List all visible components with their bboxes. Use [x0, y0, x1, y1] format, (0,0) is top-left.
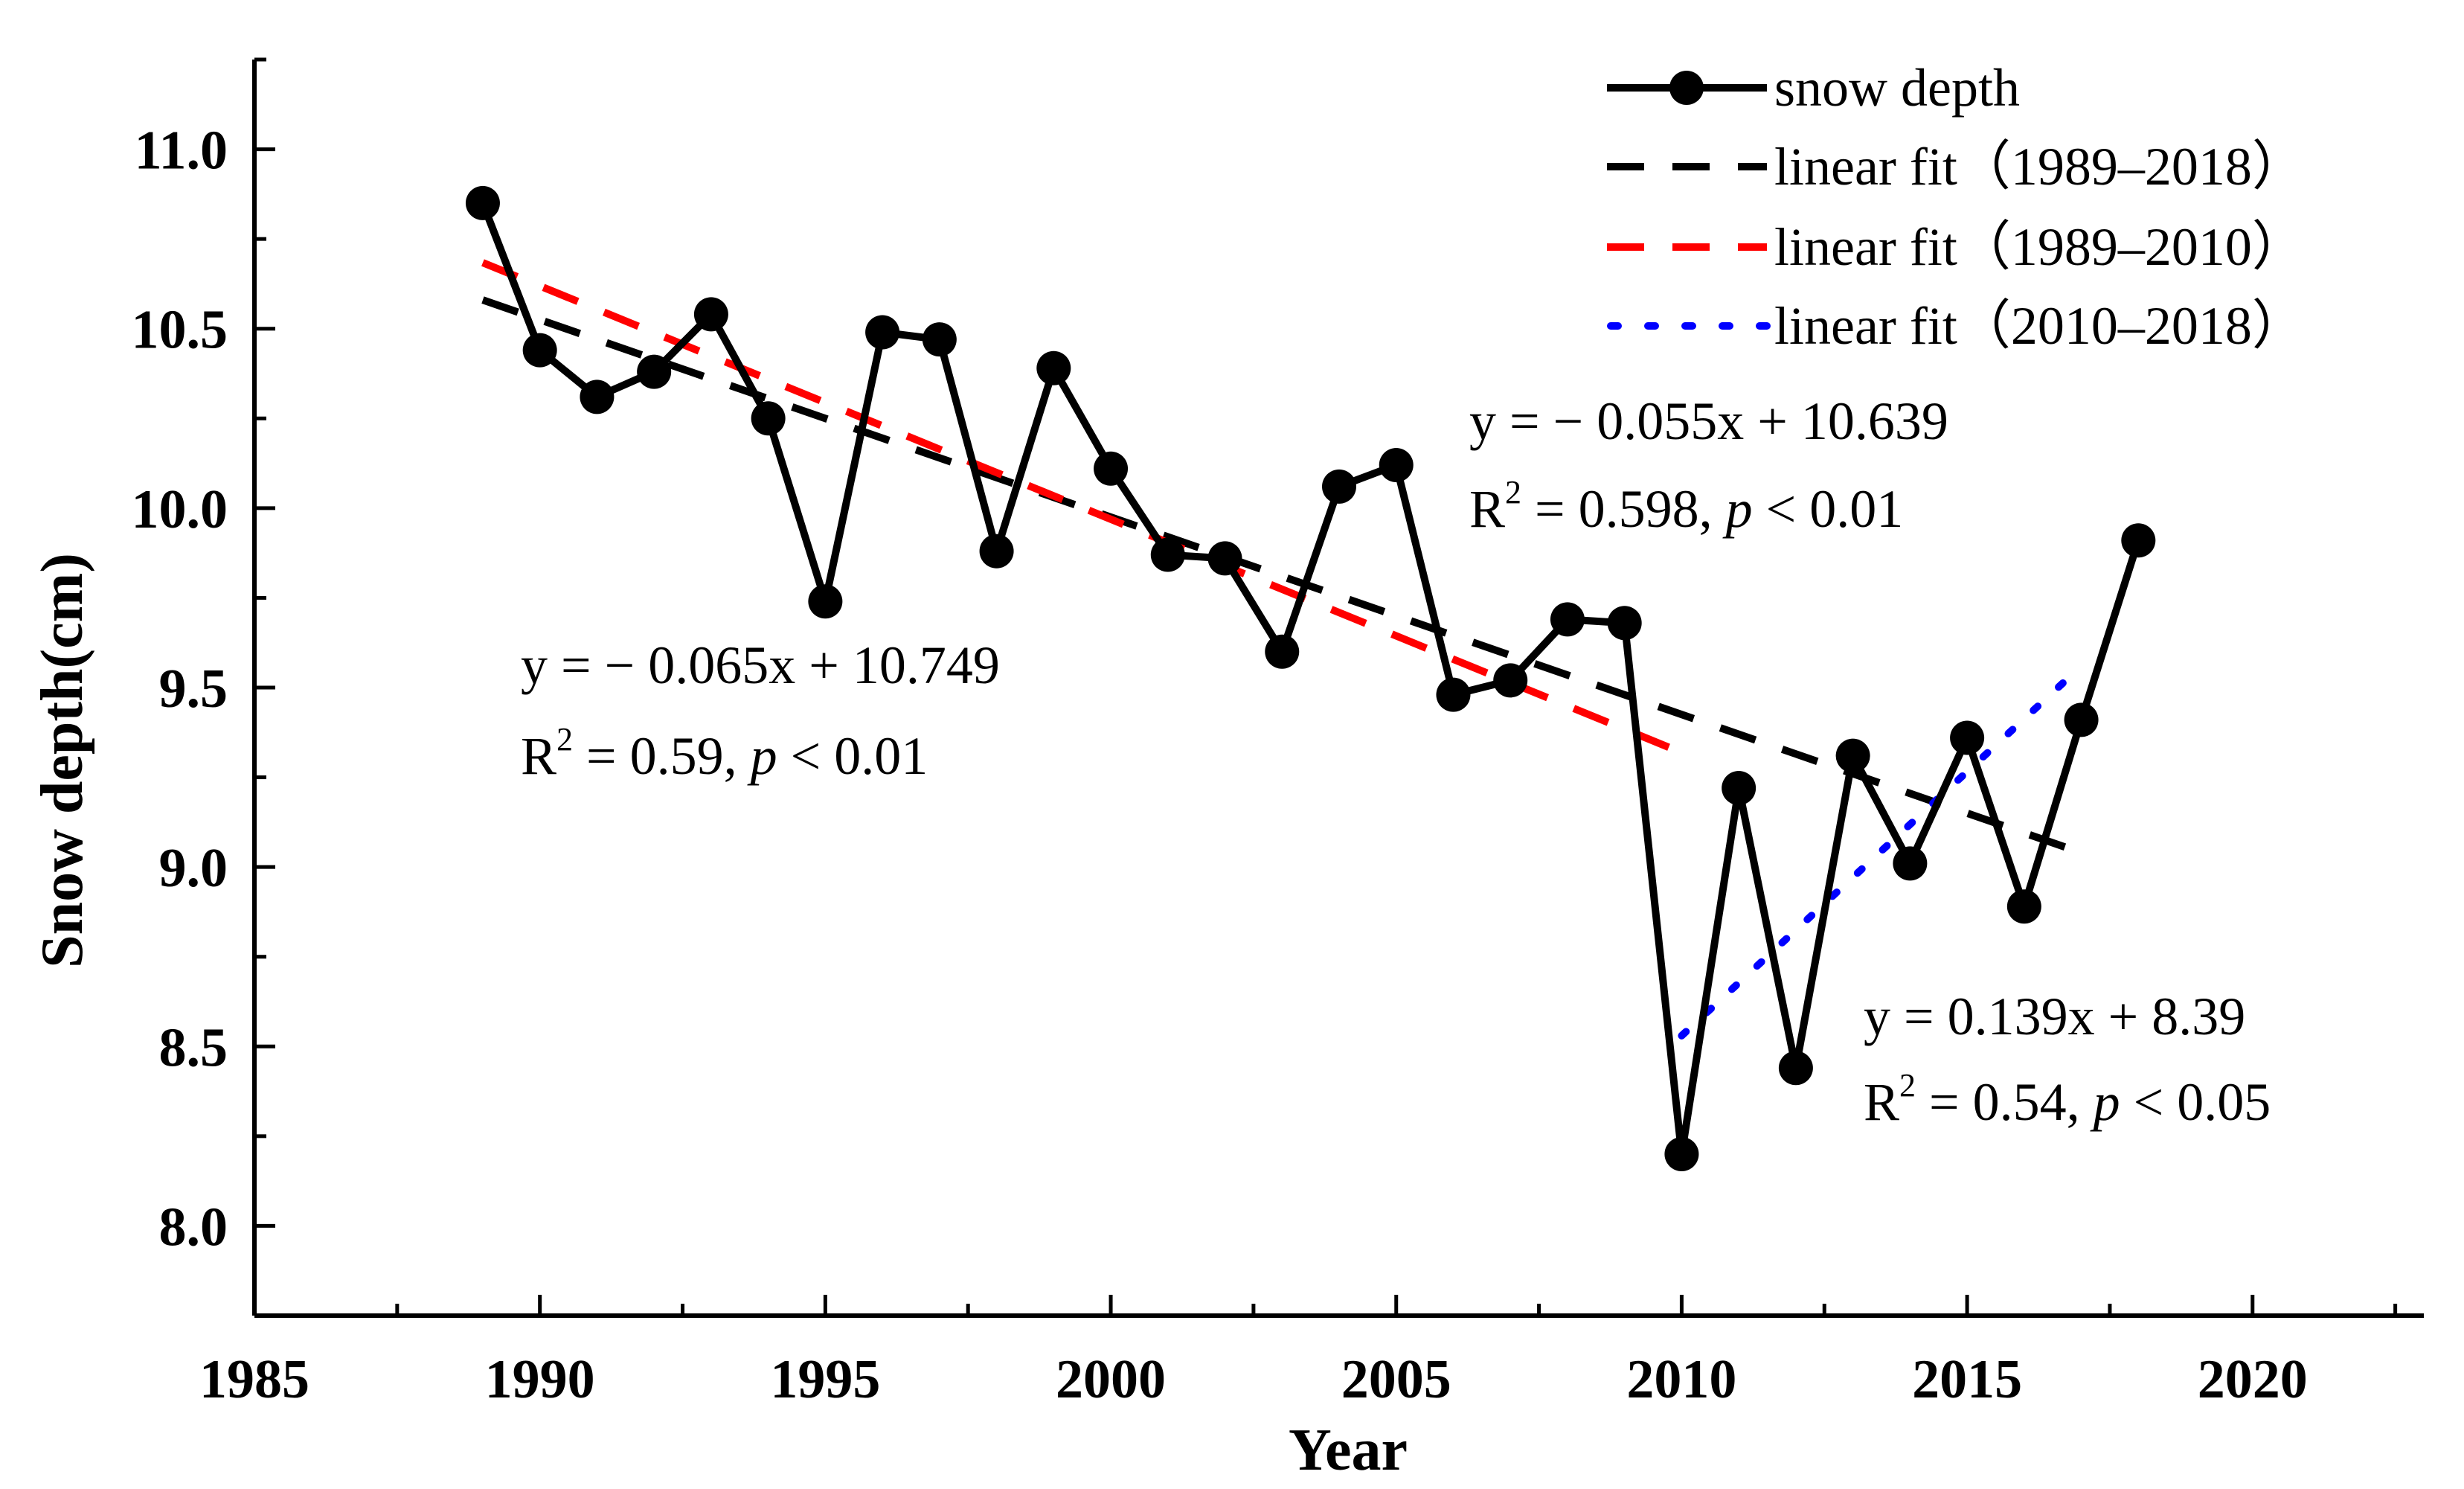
fit-line-2010-2018 — [1678, 662, 2085, 1040]
snow-depth-point — [1094, 451, 1129, 486]
snow-depth-point — [1664, 1136, 1699, 1171]
snow-depth-point — [1550, 602, 1585, 637]
annotation-fit-all: y = − 0.055x + 10.639 R2 = 0.598, p < 0.… — [1469, 391, 1948, 539]
annotation-stats-fit-all: R2 = 0.598, p < 0.01 — [1469, 474, 1903, 539]
y-axis-ticks: 8.0 8.5 9.0 9.5 10.0 10.5 11.0 — [132, 57, 275, 1318]
snow-depth-point — [1607, 606, 1642, 641]
x-tick-label: 2015 — [1912, 1349, 2022, 1410]
snow-depth-point — [1436, 677, 1471, 712]
snow-depth-line — [479, 202, 2143, 1155]
annotation-stats-fit-late: R2 = 0.54, p < 0.05 — [1864, 1067, 2271, 1132]
annotation-fit-late: y = 0.139x + 8.39 R2 = 0.54, p < 0.05 — [1864, 987, 2271, 1132]
y-tick-label: 10.5 — [132, 300, 228, 361]
legend-label-snow-depth: snow depth — [1774, 58, 2020, 118]
legend: snow depth linear fit（1989–2018） linear … — [1607, 58, 2306, 356]
snow-depth-point — [751, 401, 786, 436]
snow-depth-series — [465, 185, 2156, 1171]
legend-marker-snow-depth — [1669, 71, 1704, 105]
snow-depth-point — [808, 584, 843, 619]
annotation-equation-fit-all: y = − 0.055x + 10.639 — [1469, 391, 1948, 451]
y-tick-label: 8.0 — [159, 1197, 228, 1258]
x-axis-ticks: 1985 1990 1995 2000 2005 2010 2015 2020 — [199, 1295, 2398, 1410]
snow-depth-point — [1207, 541, 1242, 576]
annotation-equation-fit-early: y = − 0.065x + 10.749 — [521, 635, 1000, 695]
snow-depth-point — [1150, 537, 1185, 572]
fit-line-1989-2018 — [481, 296, 2083, 856]
snow-depth-point — [865, 315, 900, 350]
legend-label-fit-late: linear fit（2010–2018） — [1774, 296, 2306, 356]
snow-depth-point — [1493, 663, 1528, 698]
snow-depth-point — [522, 333, 557, 368]
snow-depth-point — [1036, 350, 1071, 385]
x-tick-label: 2005 — [1341, 1349, 1451, 1410]
snow-depth-point — [465, 185, 500, 220]
x-tick-label: 1985 — [199, 1349, 309, 1410]
snow-depth-point — [1265, 634, 1300, 669]
annotation-equation-fit-late: y = 0.139x + 8.39 — [1864, 987, 2245, 1046]
snow-depth-point — [2006, 889, 2041, 924]
y-tick-label: 9.0 — [159, 838, 228, 899]
snow-depth-point — [693, 297, 728, 332]
snow-depth-point — [1893, 846, 1928, 881]
y-tick-label: 9.5 — [159, 659, 228, 720]
x-tick-label: 1990 — [485, 1349, 595, 1410]
y-tick-label: 10.0 — [132, 479, 228, 540]
snow-depth-point — [1835, 738, 1870, 773]
snow-depth-point — [1950, 720, 1985, 755]
legend-label-fit-early: linear fit（1989–2010） — [1774, 217, 2306, 277]
snow-depth-point — [580, 380, 615, 414]
snow-depth-point — [1778, 1051, 1813, 1086]
x-tick-label: 2010 — [1626, 1349, 1736, 1410]
snow-depth-point — [2121, 523, 2156, 558]
snow-depth-point — [637, 354, 672, 389]
snow-depth-point — [922, 322, 957, 357]
snow-depth-point — [979, 534, 1014, 569]
y-tick-label: 8.5 — [159, 1017, 228, 1078]
snow-depth-point — [1379, 447, 1414, 482]
legend-label-fit-all: linear fit（1989–2018） — [1774, 137, 2306, 196]
snow-depth-point — [2064, 702, 2099, 737]
y-tick-label: 11.0 — [135, 121, 228, 182]
annotation-stats-fit-early: R2 = 0.59, p < 0.01 — [521, 721, 928, 786]
x-tick-label: 1995 — [770, 1349, 880, 1410]
x-axis-title: Year — [1289, 1418, 1408, 1483]
x-tick-label: 2000 — [1056, 1349, 1166, 1410]
snow-depth-point — [1322, 469, 1356, 504]
y-axis-title: Snow depth(cm) — [30, 553, 95, 968]
annotation-fit-early: y = − 0.065x + 10.749 R2 = 0.59, p < 0.0… — [521, 635, 1000, 786]
x-tick-label: 2020 — [2198, 1349, 2308, 1410]
snow-depth-point — [1722, 771, 1756, 806]
